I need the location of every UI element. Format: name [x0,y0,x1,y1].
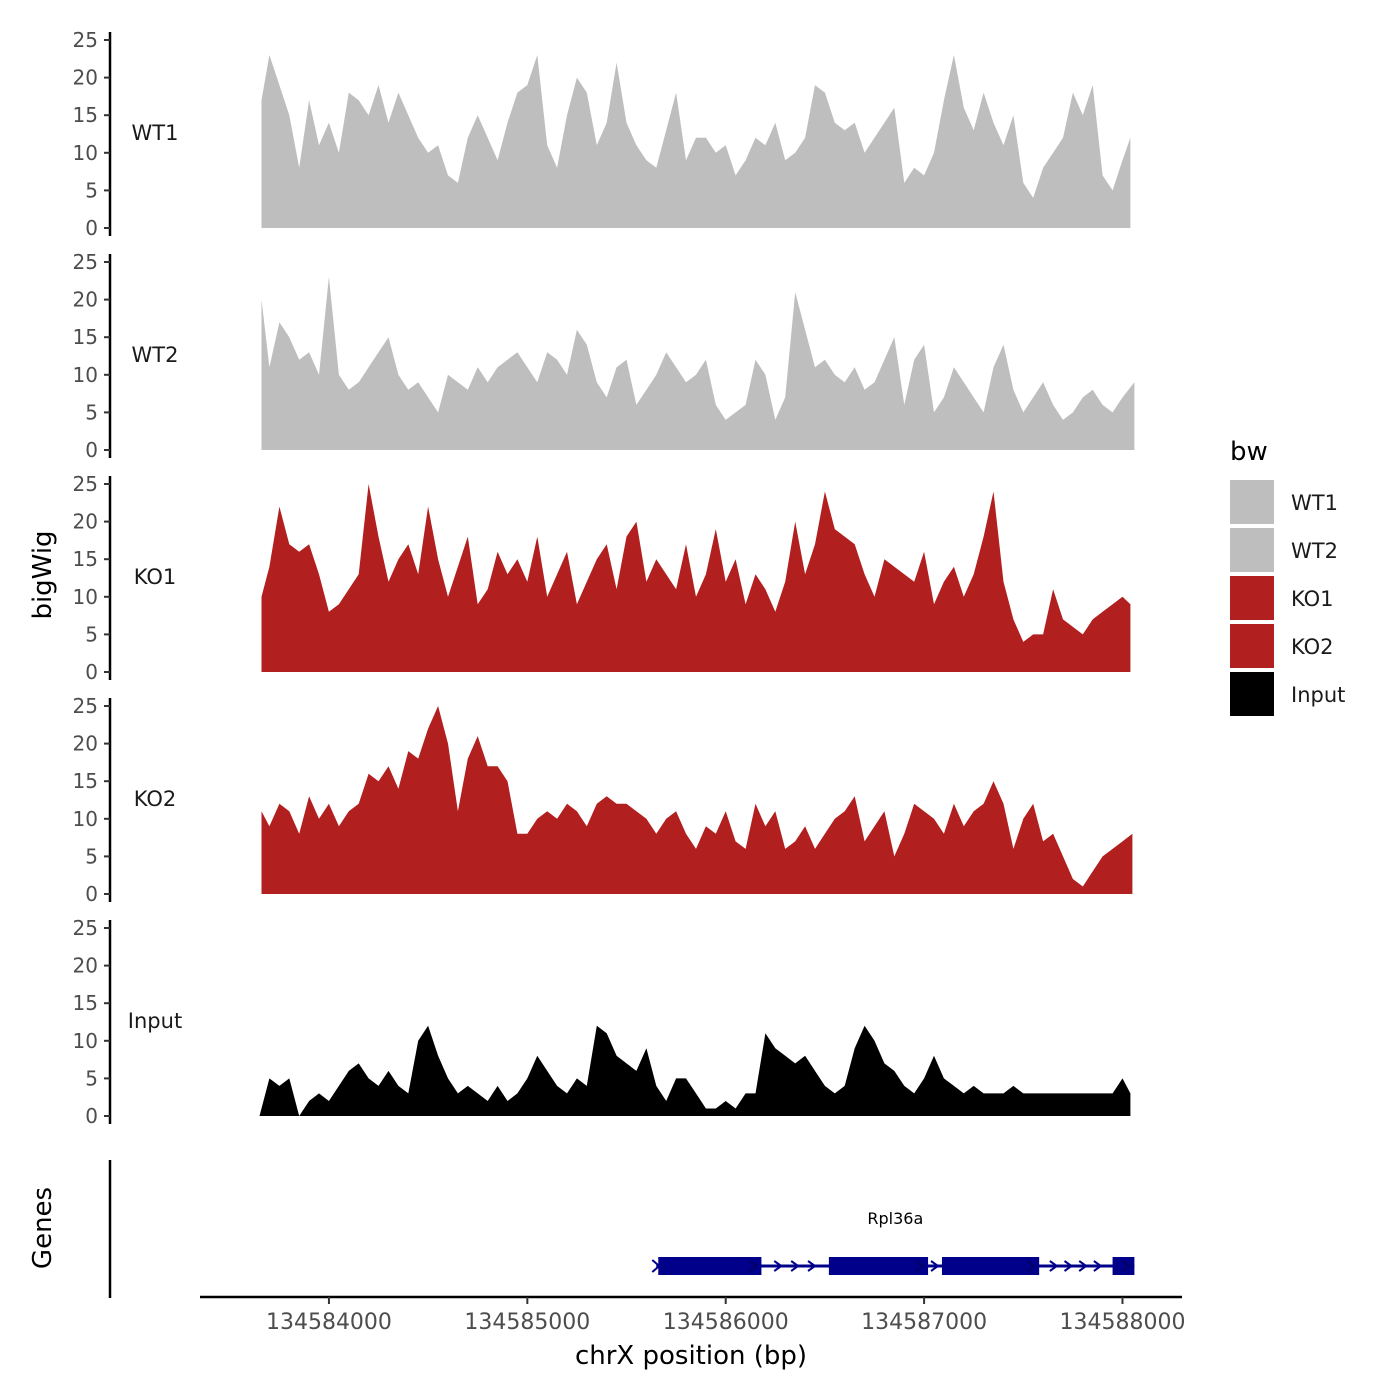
x-tick-label: 134584000 [266,1310,392,1335]
coverage-area-input [259,1025,1131,1116]
y-tick-label: 5 [85,1066,98,1090]
legend: bw WT1 WT2 KO1 KO2 Input [1230,437,1345,716]
y-tick-label: 0 [85,1104,98,1128]
y-tick-label: 10 [73,1029,98,1053]
legend-label: WT1 [1291,491,1338,515]
strand-arrow [748,1260,759,1272]
strand-arrow [790,1260,800,1272]
legend-key-ko2 [1230,624,1274,668]
track-ko2: 0 5 10 15 20 25 KO2 [73,694,1133,906]
legend-label: KO1 [1291,587,1334,611]
y-tick-label: 5 [85,622,98,646]
y-tick-label: 10 [73,585,98,609]
x-tick-label: 134585000 [464,1310,590,1335]
strand-arrow [1121,1260,1132,1272]
strand-arrow [773,1260,784,1272]
legend-key-wt2 [1230,528,1274,572]
coverage-area-ko1 [261,484,1131,672]
y-tick-label: 25 [73,472,98,496]
strand-arrow [651,1259,661,1273]
y-tick-label: 15 [73,103,98,127]
x-tick-label: 134586000 [663,1310,789,1335]
genes-axis-title: Genes [28,1187,58,1269]
y-tick-label: 0 [85,216,98,240]
y-tick-label: 5 [85,178,98,202]
y-tick-label: 20 [73,66,98,90]
legend-label: KO2 [1291,635,1334,659]
strand-arrow [1049,1260,1059,1272]
coverage-area-ko2 [261,706,1133,894]
legend-label: Input [1291,683,1345,707]
tracks-layer: 0510152025WT10510152025WT20510152025KO10… [73,28,1135,1128]
y-tick-label: 20 [73,288,98,312]
gene-exon [1112,1257,1135,1275]
y-tick-label: 0 [85,660,98,684]
strand-arrow [1078,1260,1088,1272]
y-tick-label: 0 [85,882,98,906]
legend-label: WT2 [1291,539,1338,563]
gene-exon [941,1257,1040,1275]
legend-key-wt1 [1230,480,1274,524]
y-tick-label: 5 [85,400,98,424]
track-wt2: 0 5 10 15 20 25 WT2 [73,250,1135,462]
y-tick-label: 15 [73,769,98,793]
y-tick-label: 5 [85,844,98,868]
track-label: Input [128,1009,182,1033]
coverage-area-wt2 [261,277,1135,450]
y-tick-label: 15 [73,991,98,1015]
x-tick-label: 134588000 [1059,1310,1185,1335]
gene-exon [828,1257,929,1275]
y-tick-label: 15 [73,547,98,571]
y-tick-label: 10 [73,807,98,831]
strand-arrow [1093,1260,1103,1272]
gene-name-label: Rpl36a [867,1209,923,1228]
y-tick-label: 15 [73,325,98,349]
track-wt1: 0 5 10 15 20 25 WT1 [73,28,1131,240]
track-input: 0 5 10 15 20 25 Input [73,916,1131,1128]
strand-arrow [915,1260,925,1272]
y-axis-title: bigWig [28,530,58,619]
y-tick-label: 20 [73,732,98,756]
y-tick-label: 10 [73,141,98,165]
track-ko1: 0 5 10 15 20 25 KO1 [73,472,1131,684]
y-tick-label: 25 [73,694,98,718]
track-label: KO1 [134,565,177,589]
y-tick-label: 25 [73,28,98,52]
track-label: KO2 [134,787,177,811]
x-axis: 134584000 134585000 134586000 134587000 1345… [200,1295,1185,1335]
legend-key-ko1 [1230,576,1274,620]
track-label: WT1 [132,121,179,145]
gene-exon [658,1257,762,1275]
legend-key-input [1230,672,1274,716]
strand-arrow [807,1260,817,1272]
x-axis-title: chrX position (bp) [575,1341,807,1371]
strand-arrow [930,1260,940,1272]
strand-arrow [1063,1260,1074,1272]
y-tick-label: 10 [73,363,98,387]
track-label: WT2 [132,343,179,367]
coverage-area-wt1 [261,55,1131,228]
x-tick-label: 134587000 [861,1310,987,1335]
strand-arrow [1026,1260,1036,1272]
genes-panel: Rpl36a [108,1160,1135,1298]
y-tick-label: 25 [73,250,98,274]
legend-title: bw [1230,437,1268,467]
y-tick-label: 0 [85,438,98,462]
y-tick-label: 20 [73,954,98,978]
y-tick-label: 25 [73,916,98,940]
y-tick-label: 20 [73,510,98,534]
